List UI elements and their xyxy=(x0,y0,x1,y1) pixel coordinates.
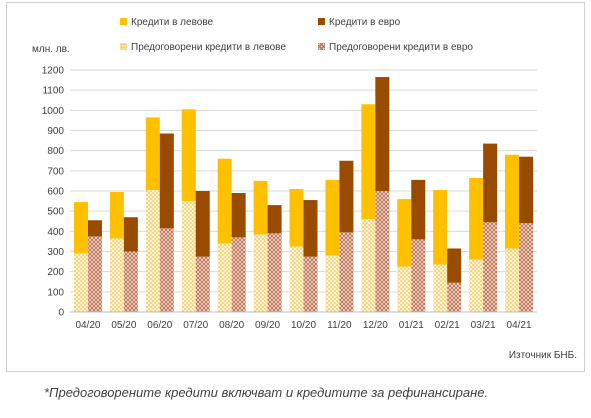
y-tick-label: 1200 xyxy=(42,66,65,77)
x-tick-label: 07/20 xyxy=(183,320,208,331)
y-tick-label: 100 xyxy=(47,287,64,298)
bar-bgn-refi xyxy=(397,266,412,312)
bar-eur-refi xyxy=(159,228,174,312)
bar-eur-refi xyxy=(519,223,534,312)
bars-layer xyxy=(73,77,534,312)
legend-item-bgn: Кредити в левове xyxy=(120,17,213,28)
legend-label-eur: Кредити в евро xyxy=(329,17,401,28)
y-tick-label: 200 xyxy=(47,267,64,278)
bar-eur-refi xyxy=(195,256,210,312)
bar-chart: 0 100 200 300 400 500 600 700 800 900 1000 1100 1200… xyxy=(42,66,537,331)
bar-eur xyxy=(303,200,318,257)
bar-bgn xyxy=(433,189,448,265)
bar-bgn xyxy=(289,188,304,247)
x-tick-label: 04/21 xyxy=(507,320,532,331)
bar-bgn xyxy=(145,117,160,190)
bar-eur xyxy=(87,220,102,237)
y-tick-label: 700 xyxy=(47,166,64,177)
x-tick-label: 03/21 xyxy=(471,320,496,331)
bar-eur-refi xyxy=(483,222,498,312)
x-tick-label: 06/20 xyxy=(147,320,172,331)
bar-bgn-refi xyxy=(469,259,484,312)
source-note: Източник БНБ. xyxy=(508,350,577,361)
bar-bgn-refi xyxy=(145,189,160,312)
bar-eur xyxy=(123,217,138,252)
bar-bgn xyxy=(469,177,484,260)
x-tick-label: 02/21 xyxy=(435,320,460,331)
bar-eur-refi xyxy=(375,191,390,312)
legend-swatch-eur-refi xyxy=(318,43,325,50)
bar-bgn-refi xyxy=(109,238,124,312)
y-tick-label: 1100 xyxy=(42,86,64,97)
x-tick-label: 10/20 xyxy=(291,320,316,331)
bar-bgn xyxy=(73,202,88,254)
y-tick-label: 600 xyxy=(47,187,64,198)
bar-bgn xyxy=(181,109,196,202)
bar-bgn-refi xyxy=(505,248,520,312)
bar-eur xyxy=(411,179,426,240)
bar-bgn-refi xyxy=(217,243,232,312)
footnote: *Предоговорените кредити включват и кред… xyxy=(44,385,489,400)
bar-eur xyxy=(375,77,390,191)
bar-bgn xyxy=(397,199,412,267)
y-axis-unit-label: млн. лв. xyxy=(32,44,70,55)
bar-eur-refi xyxy=(231,237,246,312)
bar-eur-refi xyxy=(339,232,354,312)
bar-bgn-refi xyxy=(181,201,196,312)
y-tick-label: 300 xyxy=(47,247,64,258)
bar-eur-refi xyxy=(87,236,102,312)
legend-item-bgn-refi: Предоговорени кредити в левове xyxy=(120,42,286,53)
legend-swatch-eur xyxy=(318,18,325,25)
legend-label-bgn-refi: Предоговорени кредити в левове xyxy=(131,42,286,53)
bar-eur-refi xyxy=(447,282,462,312)
bar-eur-refi xyxy=(123,251,138,312)
legend-swatch-bgn xyxy=(120,18,127,25)
bar-bgn-refi xyxy=(325,255,340,312)
y-tick-label: 900 xyxy=(47,126,64,137)
y-tick-label: 1000 xyxy=(42,106,65,117)
bar-bgn-refi xyxy=(253,234,268,312)
bar-bgn xyxy=(253,180,268,235)
bar-bgn xyxy=(109,192,124,239)
legend-item-eur-refi: Предоговорени кредити в евро xyxy=(318,42,473,53)
bar-eur xyxy=(483,143,498,223)
x-tick-label: 09/20 xyxy=(255,320,280,331)
bar-eur-refi xyxy=(267,233,282,312)
y-tick-label: 800 xyxy=(47,146,64,157)
x-tick-label: 11/20 xyxy=(327,320,352,331)
bar-bgn xyxy=(361,104,376,220)
bar-bgn xyxy=(505,154,520,249)
x-tick-label: 12/20 xyxy=(363,320,388,331)
x-tick-label: 05/20 xyxy=(111,320,136,331)
bar-eur xyxy=(447,248,462,283)
legend-label-eur-refi: Предоговорени кредити в евро xyxy=(329,42,473,53)
x-tick-label: 04/20 xyxy=(75,320,100,331)
y-tick-label: 0 xyxy=(58,308,64,319)
y-tick-label: 400 xyxy=(47,227,64,238)
bar-bgn-refi xyxy=(433,264,448,312)
bar-eur xyxy=(519,156,534,224)
bar-bgn-refi xyxy=(289,246,304,312)
x-tick-label: 08/20 xyxy=(219,320,244,331)
axis-layer: 0 100 200 300 400 500 600 700 800 900 1000 1100 1200… xyxy=(42,66,537,331)
bar-eur xyxy=(195,191,210,257)
bar-eur-refi xyxy=(411,239,426,312)
legend-swatch-bgn-refi xyxy=(120,43,127,50)
bar-eur-refi xyxy=(303,256,318,312)
legend-label-bgn: Кредити в левове xyxy=(131,17,214,28)
x-tick-label: 01/21 xyxy=(399,320,424,331)
bar-bgn-refi xyxy=(361,219,376,312)
y-tick-label: 500 xyxy=(47,207,64,218)
bar-eur xyxy=(159,133,174,229)
bar-eur xyxy=(267,205,282,234)
legend-item-eur: Кредити в евро xyxy=(318,17,400,28)
bar-bgn xyxy=(217,158,232,244)
bar-eur xyxy=(231,193,246,238)
bar-bgn-refi xyxy=(73,253,88,312)
bar-bgn xyxy=(325,179,340,256)
bar-eur xyxy=(339,160,354,233)
